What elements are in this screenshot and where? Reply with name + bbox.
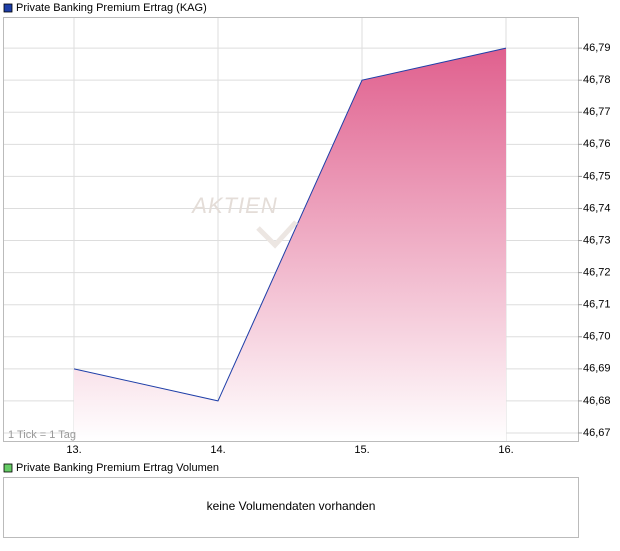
y-tick-label: 46,70 [583, 331, 611, 343]
watermark-check [256, 220, 298, 249]
legend-swatch [3, 463, 13, 473]
x-tick-label: 16. [498, 444, 513, 456]
plot-frame [3, 17, 579, 442]
y-tick-label: 46,79 [583, 42, 611, 54]
y-tick-label: 46,75 [583, 170, 611, 182]
y-tick-label: 46,78 [583, 74, 611, 86]
legend-label: Private Banking Premium Ertrag (KAG) [16, 2, 207, 14]
annotation: 1 Tick = 1 Tag [8, 429, 76, 441]
y-tick-label: 46,74 [583, 202, 611, 214]
y-tick-label: 46,76 [583, 138, 611, 150]
volume-title: Private Banking Premium Ertrag Volumen [16, 462, 219, 474]
legend-swatch [3, 3, 13, 13]
x-tick-label: 13. [66, 444, 81, 456]
line [73, 47, 507, 402]
y-tick-label: 46,67 [583, 427, 611, 439]
y-tick-label: 46,68 [583, 395, 611, 407]
y-tick-label: 46,77 [583, 106, 611, 118]
watermark: AKTIEN [190, 193, 277, 218]
y-tick-label: 46,72 [583, 267, 611, 279]
x-tick-label: 14. [210, 444, 225, 456]
volume-frame [3, 477, 579, 538]
area [74, 48, 506, 441]
volume-message: keine Volumendaten vorhanden [207, 499, 376, 513]
y-tick-label: 46,69 [583, 363, 611, 375]
y-tick-label: 46,71 [583, 299, 611, 311]
x-tick-label: 15. [354, 444, 369, 456]
y-tick-label: 46,73 [583, 234, 611, 246]
